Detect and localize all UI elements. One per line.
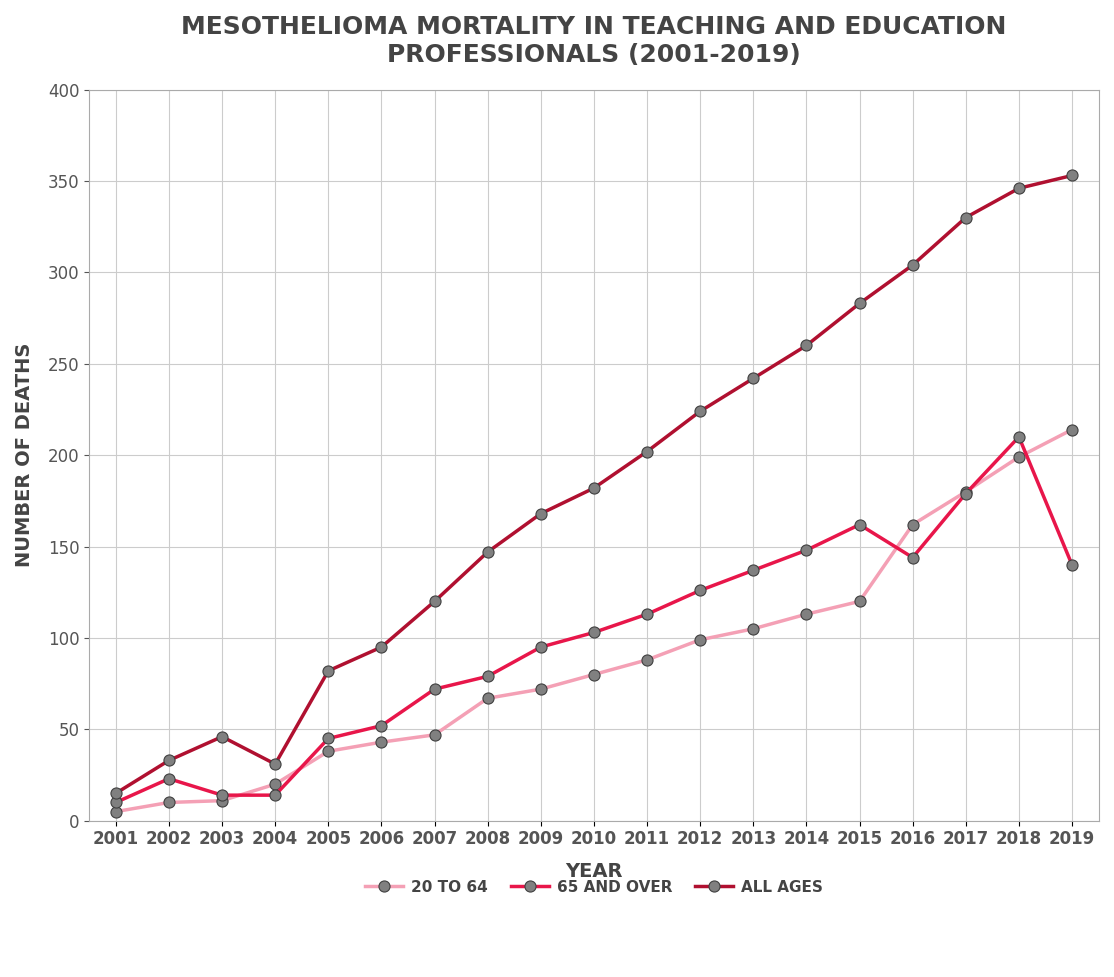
ALL AGES xyxy=(1013,183,1026,194)
20 TO 64 xyxy=(800,609,813,620)
65 AND OVER xyxy=(1065,559,1078,571)
65 AND OVER xyxy=(534,641,547,653)
Legend: 20 TO 64, 65 AND OVER, ALL AGES: 20 TO 64, 65 AND OVER, ALL AGES xyxy=(359,873,829,901)
65 AND OVER xyxy=(800,544,813,556)
ALL AGES xyxy=(428,596,441,608)
ALL AGES xyxy=(746,372,760,384)
20 TO 64 xyxy=(694,634,707,646)
20 TO 64 xyxy=(428,729,441,741)
65 AND OVER xyxy=(853,519,867,531)
ALL AGES xyxy=(587,483,600,494)
20 TO 64 xyxy=(163,796,176,808)
Y-axis label: NUMBER OF DEATHS: NUMBER OF DEATHS xyxy=(14,343,35,568)
ALL AGES xyxy=(1065,170,1078,182)
ALL AGES xyxy=(215,731,228,743)
65 AND OVER xyxy=(694,584,707,596)
Title: MESOTHELIOMA MORTALITY IN TEACHING AND EDUCATION
PROFESSIONALS (2001-2019): MESOTHELIOMA MORTALITY IN TEACHING AND E… xyxy=(182,15,1007,66)
Line: 65 AND OVER: 65 AND OVER xyxy=(110,431,1077,808)
20 TO 64 xyxy=(1013,451,1026,463)
20 TO 64 xyxy=(587,668,600,680)
ALL AGES xyxy=(959,212,973,224)
ALL AGES xyxy=(694,405,707,417)
65 AND OVER xyxy=(641,609,654,620)
ALL AGES xyxy=(109,787,123,799)
ALL AGES xyxy=(853,298,867,310)
ALL AGES xyxy=(534,508,547,520)
65 AND OVER xyxy=(1013,431,1026,443)
Line: 20 TO 64: 20 TO 64 xyxy=(110,424,1077,817)
65 AND OVER xyxy=(746,565,760,576)
20 TO 64 xyxy=(641,654,654,665)
65 AND OVER xyxy=(481,670,495,682)
ALL AGES xyxy=(268,758,282,770)
65 AND OVER xyxy=(322,733,335,744)
65 AND OVER xyxy=(109,796,123,808)
ALL AGES xyxy=(374,641,388,653)
20 TO 64 xyxy=(959,486,973,497)
ALL AGES xyxy=(641,446,654,457)
20 TO 64 xyxy=(374,737,388,748)
65 AND OVER xyxy=(268,789,282,801)
65 AND OVER xyxy=(374,720,388,732)
20 TO 64 xyxy=(322,745,335,757)
20 TO 64 xyxy=(215,794,228,806)
ALL AGES xyxy=(800,340,813,352)
Line: ALL AGES: ALL AGES xyxy=(110,170,1077,799)
20 TO 64 xyxy=(853,596,867,608)
65 AND OVER xyxy=(906,552,919,564)
20 TO 64 xyxy=(746,623,760,635)
ALL AGES xyxy=(163,754,176,766)
ALL AGES xyxy=(322,665,335,677)
20 TO 64 xyxy=(481,693,495,704)
20 TO 64 xyxy=(109,806,123,818)
65 AND OVER xyxy=(959,488,973,499)
65 AND OVER xyxy=(428,683,441,695)
20 TO 64 xyxy=(534,683,547,695)
65 AND OVER xyxy=(587,626,600,638)
ALL AGES xyxy=(481,546,495,558)
X-axis label: YEAR: YEAR xyxy=(565,863,623,881)
65 AND OVER xyxy=(163,773,176,785)
20 TO 64 xyxy=(268,779,282,790)
65 AND OVER xyxy=(215,789,228,801)
ALL AGES xyxy=(906,259,919,271)
20 TO 64 xyxy=(906,519,919,531)
20 TO 64 xyxy=(1065,424,1078,436)
